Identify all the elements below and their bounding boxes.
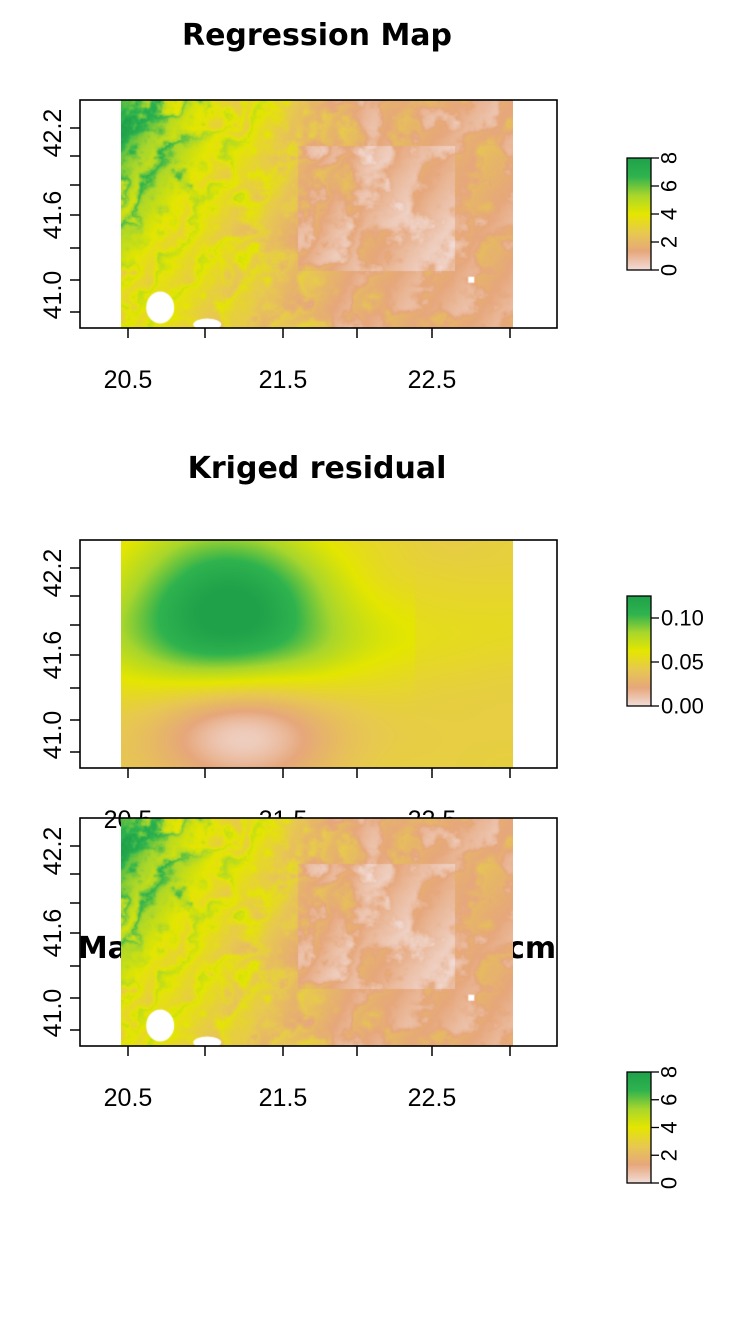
y-tick-label: 42.2	[39, 109, 67, 158]
raster-surface	[121, 818, 513, 1046]
legend-tick-label: 2	[657, 1149, 682, 1161]
chart-panel-3: Macedonia SOC Map 0-30cm20.521.522.541.0…	[39, 817, 682, 1189]
x-tick-label: 20.5	[104, 366, 153, 394]
legend-tick-label: 2	[657, 236, 682, 248]
y-tick-label: 41.0	[39, 711, 67, 760]
plot-frame	[79, 817, 558, 1047]
y-tick-label: 41.6	[39, 631, 67, 680]
legend-colorbar	[626, 157, 652, 271]
y-tick-label: 41.0	[39, 989, 67, 1038]
x-tick-label: 22.5	[408, 1084, 457, 1112]
plot-frame	[79, 99, 558, 329]
color-legend: 0.00 0.05 0.10	[626, 595, 704, 719]
y-tick-label: 41.6	[39, 909, 67, 958]
y-tick-label: 42.2	[39, 827, 67, 876]
chart-panel-1: Regression Map 20.5 21.5 22.5 41.0 41.6 42.2 0 2…	[39, 18, 682, 394]
plot-frame	[79, 539, 558, 769]
x-tick-label: 20.5	[104, 1084, 153, 1112]
y-axis: 41.0 41.6 42.2	[39, 109, 80, 320]
legend-tick-label: 6	[657, 180, 682, 192]
legend-tick-label: 0	[657, 1177, 682, 1189]
x-tick-label: 21.5	[259, 1084, 308, 1112]
color-legend: 0 2 4 6 8	[626, 1066, 682, 1189]
y-tick-label: 42.2	[39, 549, 67, 598]
legend-tick-label: 0.00	[661, 694, 704, 719]
y-axis: 41.0 41.6 42.2	[39, 827, 80, 1038]
legend-tick-label: 0.10	[661, 606, 704, 631]
legend-tick-label: 0.05	[661, 650, 704, 675]
raster-surface	[121, 540, 513, 768]
x-tick-label: 21.5	[259, 366, 308, 394]
legend-tick-label: 0	[657, 264, 682, 276]
legend-colorbar	[626, 1071, 652, 1184]
legend-tick-label: 4	[657, 208, 682, 220]
legend-tick-label: 4	[657, 1121, 682, 1133]
chart-panel-2: Kriged residual20.521.522.541.041.642.20…	[39, 451, 704, 834]
legend-colorbar	[626, 595, 652, 707]
y-tick-label: 41.0	[39, 271, 67, 320]
y-axis: 41.0 41.6 42.2	[39, 549, 80, 760]
legend-tick-label: 6	[657, 1094, 682, 1106]
chart-title: Kriged residual	[188, 451, 447, 486]
raster-surface	[121, 100, 513, 328]
x-axis: 20.5 21.5 22.5	[104, 1046, 511, 1112]
color-legend: 0 2 4 6 8	[626, 152, 682, 276]
chart-title: Regression Map	[182, 18, 452, 53]
x-axis: 20.5 21.5 22.5	[104, 328, 511, 394]
legend-tick-label: 8	[657, 152, 682, 164]
x-tick-label: 22.5	[408, 366, 457, 394]
legend-tick-label: 8	[657, 1066, 682, 1078]
y-tick-label: 41.6	[39, 191, 67, 240]
